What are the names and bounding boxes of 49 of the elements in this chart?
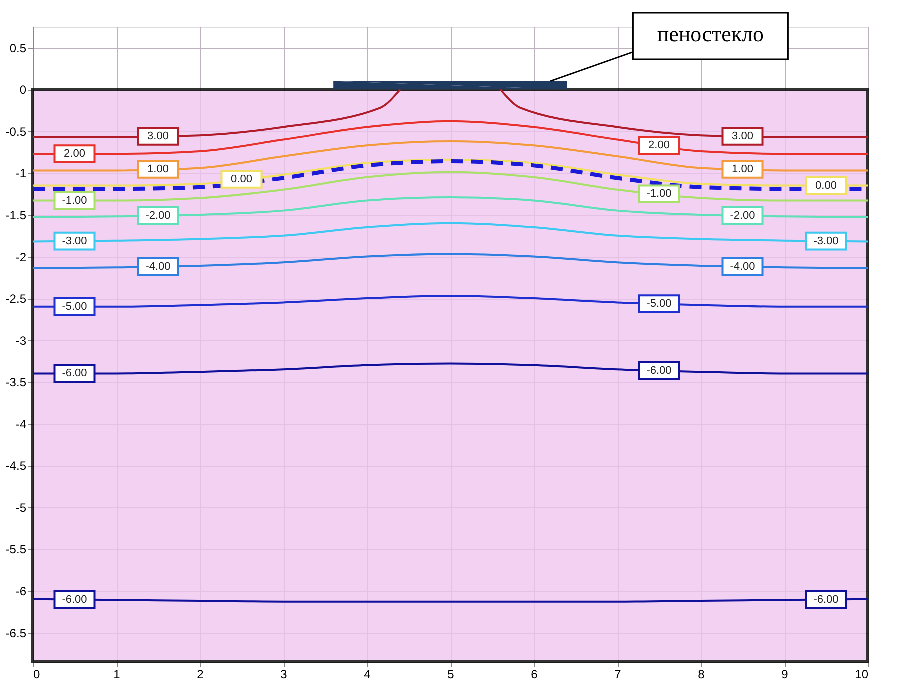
- y-tick-label: 0.5: [10, 41, 27, 56]
- x-tick-label: 4: [364, 668, 372, 682]
- series-label: -1.00: [62, 194, 88, 207]
- y-tick-label: -3: [16, 334, 27, 348]
- text: 1.00: [732, 163, 754, 176]
- text: -3.00: [814, 235, 839, 248]
- series-label: 2.00: [64, 148, 86, 160]
- text: -2.00: [730, 210, 756, 222]
- series-label: -6.00: [62, 368, 88, 380]
- y-tick-label: -3.5: [6, 376, 27, 390]
- y-tick-label: -0.5: [6, 124, 27, 139]
- x-tick-label: 6: [531, 668, 538, 682]
- series-label: -2.00: [146, 210, 171, 222]
- y-tick-label: -6: [16, 584, 27, 598]
- y-tick-label: -4: [16, 417, 27, 432]
- x-tick-label: 5: [448, 668, 455, 682]
- x-tick-label: 7: [614, 668, 622, 682]
- text: -6.00: [646, 364, 672, 377]
- text: 3.00: [732, 130, 754, 142]
- x-tick-label: 9: [782, 668, 789, 682]
- series-label: 1.00: [148, 163, 169, 176]
- y-tick-label: 0: [20, 83, 27, 98]
- series-label: -4.00: [146, 260, 171, 273]
- y-tick-label: -1.5: [6, 208, 27, 222]
- text: 2.00: [648, 140, 670, 152]
- y-tick-label: -6.5: [6, 626, 27, 640]
- y-tick-label: -2.5: [6, 292, 27, 306]
- series-label: -6.00: [62, 594, 88, 606]
- y-tick-label: -4.5: [6, 459, 27, 474]
- x-tick-label: 0: [34, 668, 40, 682]
- text: -4.00: [730, 260, 756, 273]
- y-tick-label: -5.5: [6, 542, 27, 557]
- x-tick-label: 3: [280, 668, 288, 682]
- x-tick-label: 1: [114, 668, 121, 682]
- text: 0.00: [231, 173, 252, 186]
- x-tick-label: 8: [698, 668, 706, 682]
- text: -1.00: [646, 188, 672, 200]
- series-label: 0.00: [816, 180, 837, 192]
- x-tick-label: 2: [197, 668, 204, 682]
- y-tick-label: -2: [16, 250, 27, 264]
- y-tick-label: -1: [16, 166, 27, 181]
- text: -6.00: [814, 594, 839, 606]
- text: -5.00: [646, 298, 672, 310]
- annotation: пеностекло: [657, 21, 764, 46]
- series-label: -3.00: [62, 235, 88, 248]
- y-tick-label: -5: [16, 500, 27, 515]
- x-tick-label: 10: [855, 668, 869, 682]
- series-label: -5.00: [62, 300, 88, 313]
- series-label: 3.00: [148, 130, 169, 142]
